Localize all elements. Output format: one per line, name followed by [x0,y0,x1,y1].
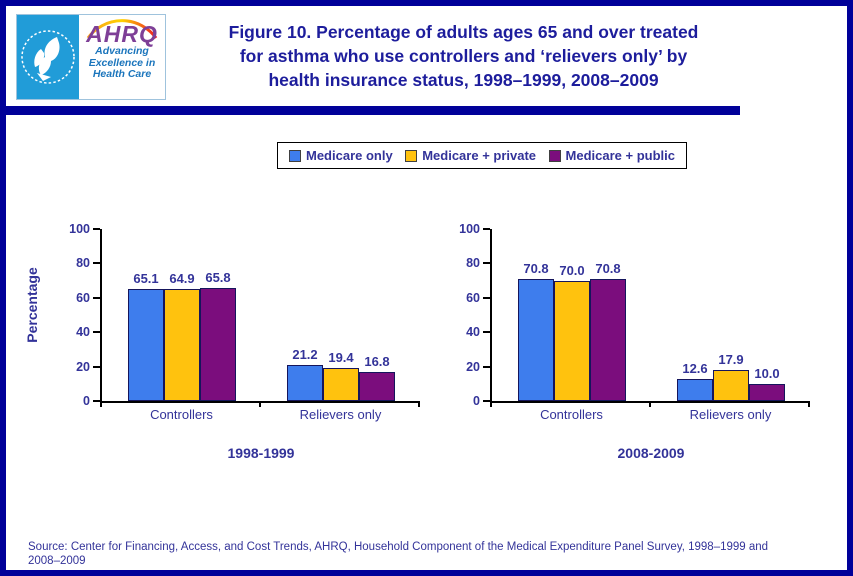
y-tick [483,400,490,402]
ahrq-logo: AHRQ Advancing Excellence in Health Care [79,15,165,99]
y-tick-label: 100 [459,222,480,236]
y-tick [483,331,490,334]
y-tick [93,228,100,230]
category-label: Controllers [150,407,213,422]
bar-value-label: 65.1 [133,271,159,286]
legend-color-swatch [289,149,301,162]
chart-legend: Medicare only Medicare + private Medicare … [277,142,687,169]
bar [554,280,590,401]
ahrq-arc-icon [86,19,158,39]
bar-value-label: 16.8 [364,354,390,370]
chart-panel-1998-1999: 0 20 40 60 80 100 65.1 64.9 65.8 Controllers 21.2 1… [69,222,420,461]
y-tick-label: 20 [466,359,480,374]
x-tick [490,401,492,407]
legend-color-swatch [548,149,561,162]
bar-value-label: 70.8 [523,261,549,277]
bar-value-label: 17.9 [718,352,744,368]
legend-item: Medicare + public [548,148,675,163]
legend-label: Medicare + public [565,148,675,163]
ahrq-tagline: Advancing Excellence in Health Care [79,45,165,81]
figure-title-line: for asthma who use controllers and ‘reli… [239,46,688,66]
x-tick [649,401,651,407]
x-tick [259,401,261,407]
bar [677,379,713,401]
y-tick-label: 60 [76,290,90,305]
hhs-seal-icon [17,15,79,99]
y-tick [483,228,490,230]
y-tick-label: 40 [466,325,480,340]
legend-label: Medicare + private [422,148,537,163]
x-tick [100,401,102,407]
year-label: 1998-1999 [227,445,295,461]
y-tick-label: 40 [76,325,90,340]
category-label: Relievers only [299,407,382,422]
bar [164,289,200,401]
bar-value-label: 70.0 [559,262,585,278]
legend-label: Medicare only [306,148,393,163]
source-note-line: 2008–2009 [28,555,86,567]
bar-value-label: 21.2 [292,346,318,362]
bar [749,383,785,401]
bar [359,372,395,401]
tagline-line: Excellence in [88,56,156,69]
bar [518,279,554,401]
bar-value-label: 64.9 [169,271,195,287]
y-tick [93,400,100,402]
hhs-ahrq-logo: AHRQ Advancing Excellence in Health Care [16,14,166,100]
ahrq-wordmark: AHRQ [86,21,158,47]
legend-color-swatch [405,149,418,162]
y-tick [93,262,100,265]
y-tick-label: 0 [473,394,480,408]
source-note: Source: Center for Financing, Access, an… [28,540,818,568]
source-note-line: Source: Center for Financing, Access, an… [28,541,769,553]
y-tick [93,331,100,334]
tagline-line: Health Care [92,68,152,80]
y-tick-label: 80 [466,256,480,271]
figure-title-line: Figure 10. Percentage of adults ages 65 … [228,22,699,42]
category-label: Relievers only [689,407,772,422]
figure-title-line: health insurance status, 1998–1999, 2008… [268,70,659,90]
y-tick-label: 0 [83,394,90,408]
y-tick [93,365,100,368]
bar [200,287,236,401]
bar-value-label: 12.6 [682,361,708,377]
y-tick [483,296,490,299]
bar [128,289,164,401]
year-label: 2008-2009 [617,445,685,461]
y-tick [483,262,490,265]
bar [323,367,359,401]
y-tick-label: 60 [466,290,480,305]
bar [287,364,323,401]
y-tick [483,365,490,368]
bar [590,279,626,401]
tagline-line: Advancing [95,45,149,57]
bar-value-label: 70.8 [595,261,621,277]
x-tick [808,401,810,407]
figure-title: Figure 10. Percentage of adults ages 65 … [176,20,751,92]
bar [713,370,749,401]
y-tick-label: 100 [69,222,90,236]
header-divider [6,106,740,115]
y-tick [93,296,100,299]
legend-item: Medicare only [289,148,393,163]
bar-value-label: 10.0 [754,365,780,381]
bar-value-label: 19.4 [328,349,354,365]
y-tick-label: 80 [76,256,90,271]
bar-value-label: 65.8 [205,269,231,285]
y-tick-label: 20 [76,359,90,374]
legend-item: Medicare + private [405,148,536,163]
category-label: Controllers [540,407,603,422]
y-axis-title: Percentage [24,267,40,343]
chart-panel-2008-2009: 0 20 40 60 80 100 70.8 70.0 70.8 Controllers 12.6 1… [459,222,810,461]
x-tick [418,401,420,407]
